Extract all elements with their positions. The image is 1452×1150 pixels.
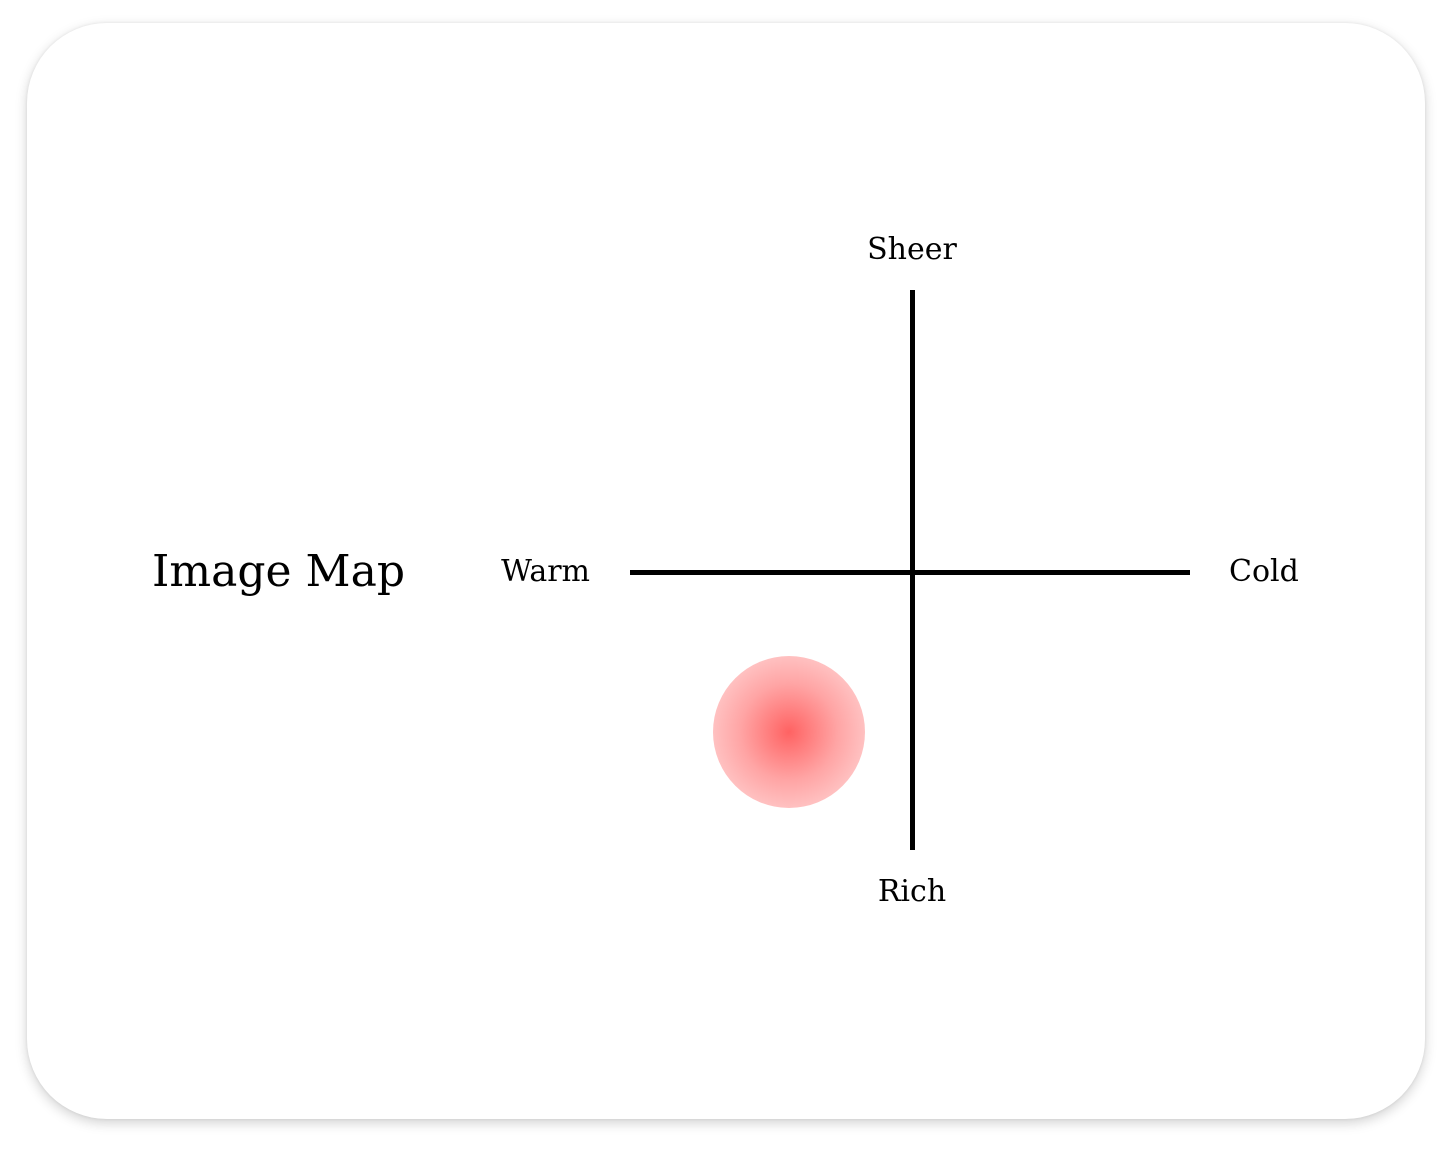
- axis-label-sheer: Sheer: [867, 232, 957, 267]
- axis-label-cold: Cold: [1229, 554, 1299, 589]
- position-marker[interactable]: [713, 656, 866, 809]
- page-title: Image Map: [152, 546, 405, 597]
- horizontal-axis-line: [630, 570, 1190, 575]
- axis-label-rich: Rich: [877, 874, 947, 909]
- axis-label-warm: Warm: [501, 554, 590, 589]
